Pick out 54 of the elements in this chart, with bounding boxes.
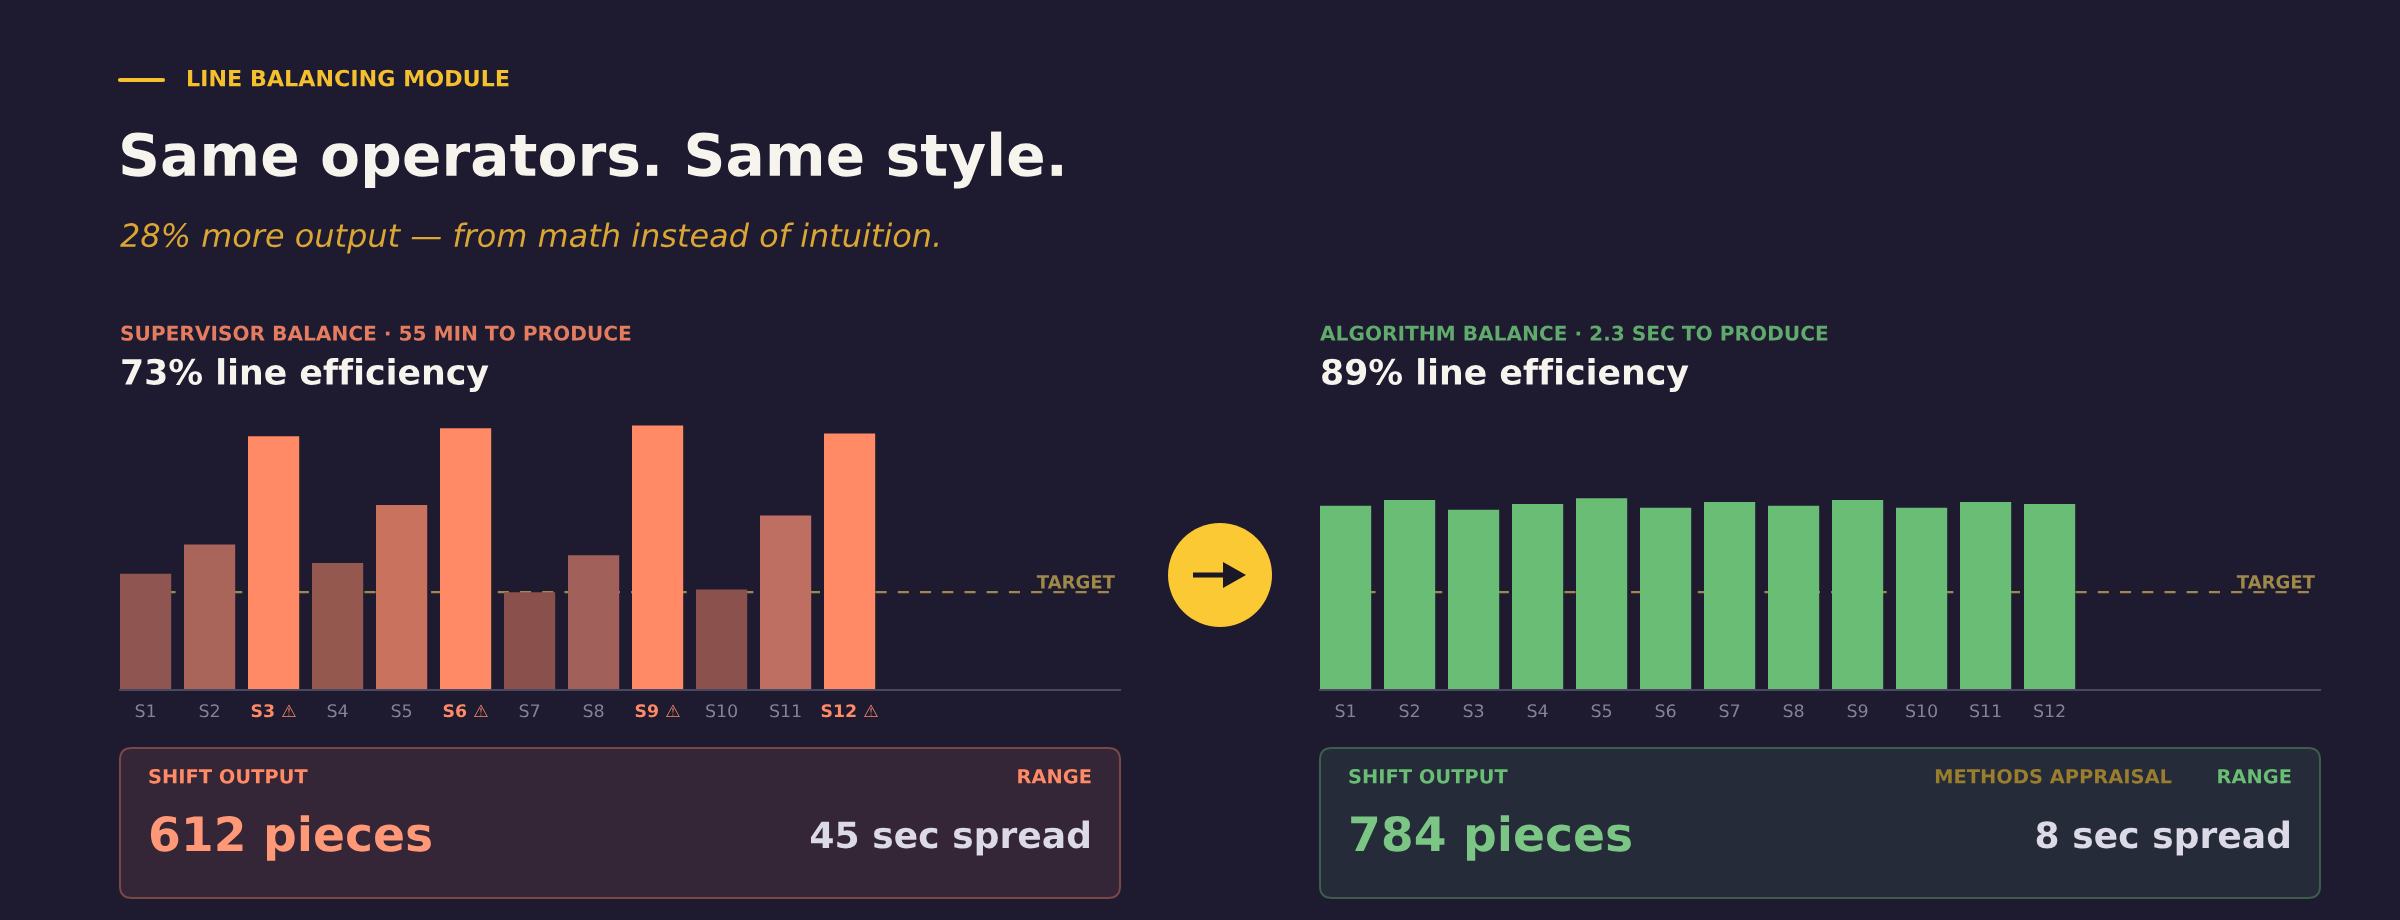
x-tick-label: S10	[1906, 704, 1937, 718]
text: RANGE	[1018, 768, 1091, 784]
x-tick-label: S6	[1655, 704, 1676, 718]
ref-line-label: TARGET	[1036, 575, 1115, 589]
bar	[312, 563, 364, 690]
text: LINE BALANCING MODULE	[188, 69, 509, 87]
text: 612 pieces	[150, 815, 431, 861]
x-tick-label: S7	[519, 704, 540, 718]
x-tick-label: S4	[327, 704, 348, 718]
x-tick-label: S1	[1335, 704, 1356, 718]
x-tick-label: S8	[583, 704, 604, 718]
bar	[504, 592, 556, 690]
text: 784 pieces	[1351, 815, 1631, 861]
x-tick-label: S2	[199, 704, 219, 718]
text: 28% more output — from math instead of intuition.	[120, 222, 938, 254]
chart-subtitle: ALGORITHM BALANCE · 2.3 SEC TO PRODUCE	[1320, 325, 1828, 341]
x-tick-label: S3 ⚠	[251, 704, 296, 718]
bar	[184, 544, 236, 690]
chart-title: 89% line efficiency	[1322, 358, 1689, 392]
x-tick-label: S5	[1591, 704, 1612, 718]
text: SHIFT OUTPUT	[1349, 768, 1508, 784]
x-tick-label: S12 ⚠	[821, 704, 878, 718]
x-tick-label: S8	[1783, 704, 1804, 718]
bar	[376, 504, 428, 690]
x-tick-label: S2	[1399, 704, 1419, 718]
x-tick-label: S9	[1847, 704, 1868, 718]
chart-title: 73% line efficiency	[122, 358, 489, 392]
x-tick-label: S4	[1527, 704, 1548, 718]
x-tick-label: S5	[391, 704, 412, 718]
x-tick-label: S9 ⚠	[635, 704, 680, 718]
chart-subtitle: SUPERVISOR BALANCE · 55 MIN TO PRODUCE	[121, 325, 631, 341]
text: RANGE	[2218, 768, 2291, 784]
ref-line-label: TARGET	[2236, 575, 2315, 589]
text: 45 sec spread	[810, 820, 1089, 856]
bar	[248, 436, 300, 690]
x-tick-label: S1	[135, 704, 156, 718]
x-tick-label: S11	[1970, 704, 2001, 718]
bar	[824, 433, 876, 690]
text: METHODS APPRAISAL	[1935, 768, 2172, 784]
x-tick-label: S7	[1719, 704, 1740, 718]
bar	[568, 555, 620, 690]
x-tick-label: S3	[1463, 704, 1484, 718]
text: Same operators. Same style.	[122, 131, 1062, 189]
bar	[696, 589, 748, 690]
bar	[760, 515, 812, 690]
x-tick-label: S6 ⚠	[443, 704, 488, 718]
x-tick-label: S10	[706, 704, 737, 718]
bar	[440, 428, 492, 690]
text: SHIFT OUTPUT	[149, 768, 308, 784]
text: 8 sec spread	[2036, 820, 2289, 856]
x-tick-label: S11	[770, 704, 801, 718]
x-tick-label: S12	[2034, 704, 2065, 718]
bar	[632, 425, 684, 690]
bar	[120, 573, 172, 690]
